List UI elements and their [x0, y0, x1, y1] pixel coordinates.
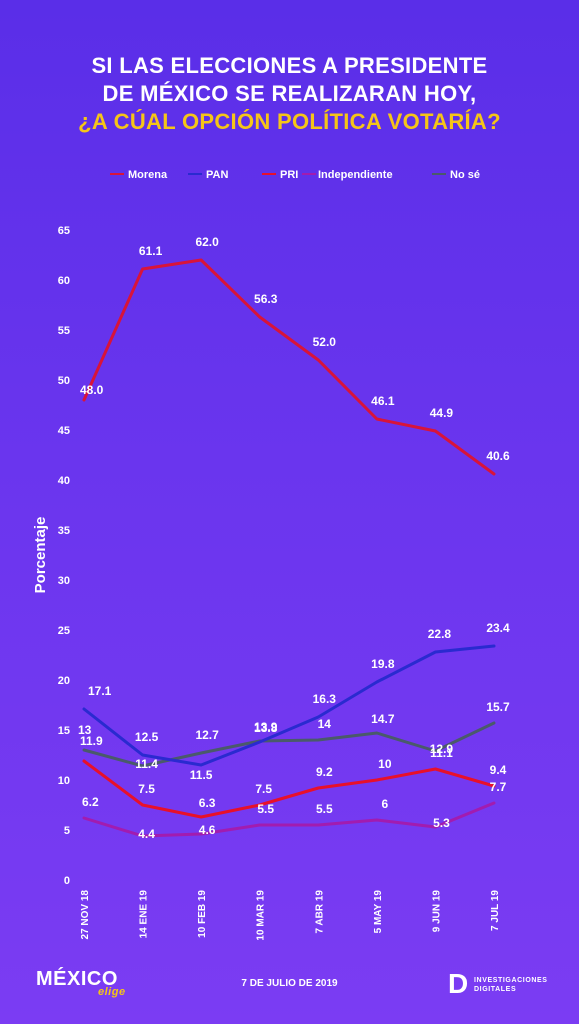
data-label-4-0: 13 [78, 723, 92, 737]
data-label-2-7: 9.4 [490, 763, 507, 777]
data-label-0-1: 61.1 [139, 244, 163, 258]
y-tick-label-13: 65 [58, 225, 70, 237]
x-tick-label-1: 14 ENE 19 [139, 890, 150, 939]
logo-mark: D [448, 968, 469, 999]
x-tick-label-2: 10 FEB 19 [197, 890, 208, 938]
data-labels: 48.0 61.1 62.0 56.3 52.0 46.1 44.9 40.6 17.1 12.5… [78, 235, 510, 841]
logo-line-1: INVESTIGACIONES [474, 977, 548, 984]
legend-label-1: PAN [206, 169, 228, 181]
footer-date: 7 DE JULIO DE 2019 [241, 978, 338, 989]
logo-line-2: DIGITALES [474, 986, 517, 993]
y-tick-label-11: 55 [58, 325, 70, 337]
x-tick-label-4: 7 ABR 19 [314, 890, 325, 934]
logo-subtext: elige [98, 986, 126, 998]
data-label-4-1: 11.4 [135, 757, 158, 771]
y-tick-label-2: 10 [58, 775, 70, 787]
data-label-4-2: 12.7 [195, 728, 219, 742]
data-label-3-6: 5.3 [433, 816, 450, 830]
x-tick-label-0: 27 NOV 18 [80, 890, 91, 940]
data-label-0-4: 52.0 [313, 335, 337, 349]
mexico-elige-logo: MÉXICO elige [36, 968, 125, 998]
line-chart: Morena PAN PRI Independiente No sé 0 5 10 15 20 2… [32, 169, 510, 941]
data-label-2-5: 10 [378, 757, 392, 771]
y-tick-label-9: 45 [58, 425, 70, 437]
logo-text: INVESTIGACIONES DIGITALES [474, 976, 548, 994]
data-label-4-5: 14.7 [371, 712, 395, 726]
data-label-1-4: 16.3 [313, 692, 337, 706]
data-label-1-7: 23.4 [486, 621, 510, 635]
data-label-2-1: 7.5 [138, 782, 155, 796]
y-tick-label-5: 25 [58, 625, 70, 637]
legend-label-4: No sé [450, 169, 480, 181]
data-label-2-4: 9.2 [316, 765, 333, 779]
chart-title: SI LAS ELECCIONES A PRESIDENTE DE MÉXICO… [0, 52, 579, 136]
legend-label-2: PRI [280, 169, 298, 181]
series-line-0 [82, 258, 496, 476]
data-label-0-5: 46.1 [371, 394, 395, 408]
data-label-4-6: 12.9 [430, 742, 454, 756]
y-tick-label-4: 20 [58, 675, 70, 687]
data-label-1-1: 12.5 [135, 730, 159, 744]
title-line-3: ¿A CÚAL OPCIÓN POLÍTICA VOTARÍA? [78, 109, 501, 134]
y-tick-label-10: 50 [58, 375, 70, 387]
x-tick-label-6: 9 JUN 19 [431, 890, 442, 933]
data-label-3-5: 6 [382, 797, 389, 811]
data-label-4-4: 14 [318, 717, 332, 731]
chart-legend: Morena PAN PRI Independiente No sé [110, 169, 480, 181]
data-label-1-6: 22.8 [428, 627, 452, 641]
legend-label-0: Morena [128, 169, 168, 181]
legend-label-3: Independiente [318, 169, 393, 181]
data-label-0-3: 56.3 [254, 292, 278, 306]
data-label-2-2: 6.3 [199, 796, 216, 810]
y-axis-label: Porcentaje [32, 517, 49, 594]
data-label-3-7: 7.7 [490, 780, 507, 794]
data-label-3-2: 4.6 [199, 823, 216, 837]
series-line-1 [82, 644, 496, 767]
data-label-2-6: 11.1 [430, 746, 453, 760]
data-label-1-5: 19.8 [371, 657, 395, 671]
x-tick-label-5: 5 MAY 19 [373, 890, 384, 934]
y-axis: 0 5 10 15 20 25 30 35 40 45 50 55 60 65 Porcentaje [32, 225, 70, 887]
x-tick-label-3: 10 MAR 19 [256, 890, 267, 941]
data-label-3-0: 6.2 [82, 795, 99, 809]
data-label-0-7: 40.6 [486, 449, 510, 463]
y-tick-label-8: 40 [58, 475, 70, 487]
title-line-1: SI LAS ELECCIONES A PRESIDENTE [91, 53, 488, 78]
series-line-4 [82, 721, 496, 768]
y-tick-label-3: 15 [58, 725, 70, 737]
data-label-2-0: 11.9 [80, 734, 103, 748]
title-line-2: DE MÉXICO SE REALIZARAN HOY, [102, 81, 477, 106]
x-tick-label-7: 7 JUL 19 [490, 890, 501, 931]
y-tick-label-7: 35 [58, 525, 70, 537]
data-label-3-1: 4.4 [138, 827, 155, 841]
x-axis: 27 NOV 18 14 ENE 19 10 FEB 19 10 MAR 19 7 AB… [80, 890, 501, 941]
data-label-0-6: 44.9 [430, 406, 454, 420]
y-tick-label-0: 0 [64, 875, 70, 887]
data-label-3-4: 5.5 [316, 802, 333, 816]
y-tick-label-6: 30 [58, 575, 70, 587]
logo-text: MÉXICO [36, 968, 118, 990]
data-label-4-7: 15.7 [486, 700, 510, 714]
investigaciones-digitales-logo: D INVESTIGACIONES DIGITALES [448, 970, 568, 1000]
data-label-1-3: 13.8 [254, 721, 278, 735]
data-label-2-3: 7.5 [255, 782, 272, 796]
y-tick-label-1: 5 [64, 825, 70, 837]
series-lines [82, 258, 496, 838]
y-tick-label-12: 60 [58, 275, 70, 287]
data-label-3-3: 5.5 [257, 802, 274, 816]
data-label-0-2: 62.0 [195, 235, 219, 249]
data-label-1-0: 17.1 [88, 684, 112, 698]
data-label-4-3: 13.9 [254, 720, 278, 734]
series-line-3 [82, 801, 496, 838]
data-label-1-2: 11.5 [190, 768, 213, 782]
series-line-2 [82, 759, 496, 819]
data-label-0-0: 48.0 [80, 383, 104, 397]
